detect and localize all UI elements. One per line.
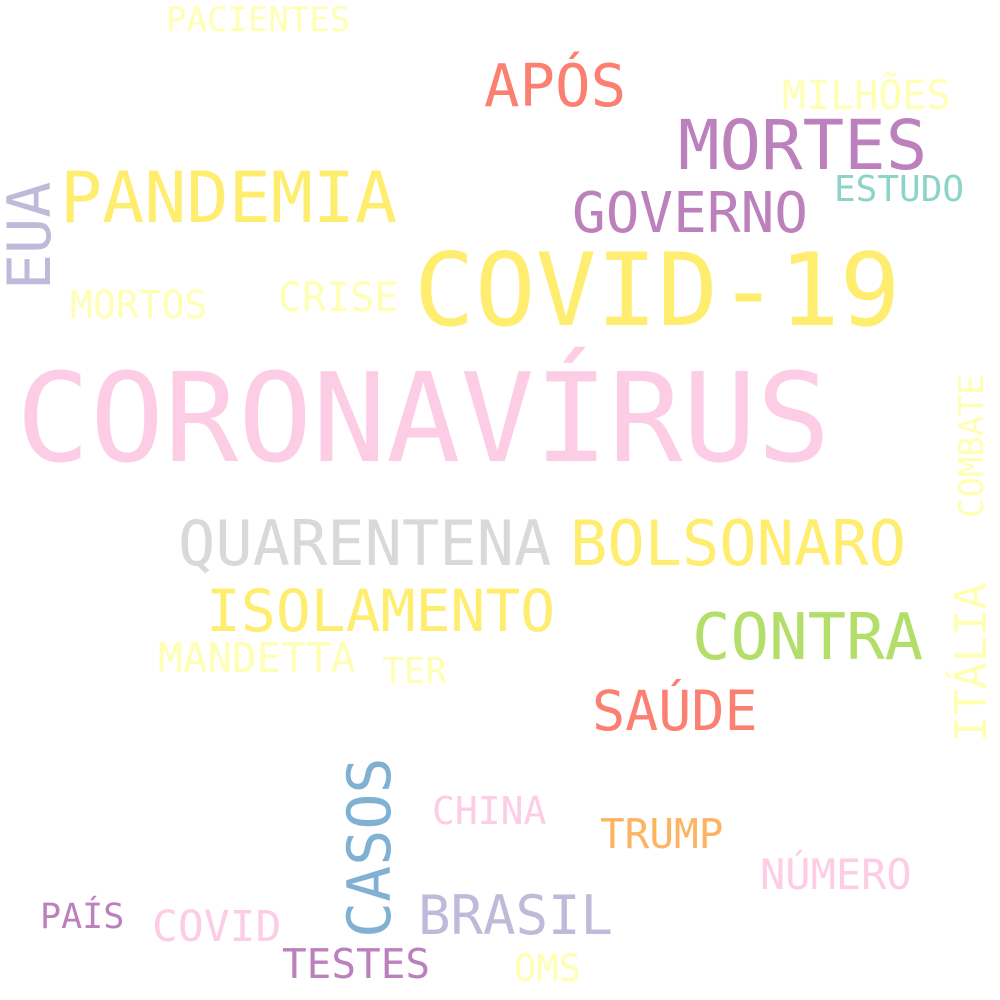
word-governo: GOVERNO <box>572 181 809 246</box>
word-pais: PAÍS <box>40 897 125 937</box>
word-contra: CONTRA <box>692 601 924 675</box>
word-testes: TESTES <box>282 940 431 988</box>
word-numero: NÚMERO <box>760 850 912 899</box>
word-pacientes: PACIENTES <box>166 0 351 40</box>
word-bolsonaro: BOLSONARO <box>570 507 906 580</box>
word-saude: SAÚDE <box>592 679 758 743</box>
word-casos: CASOS <box>335 757 405 938</box>
word-quarentena: QUARENTENA <box>178 507 552 580</box>
word-brasil: BRASIL <box>418 884 614 947</box>
word-covid: COVID <box>152 902 282 952</box>
word-milhoes: MILHÕES <box>782 73 951 119</box>
word-apos: APÓS <box>484 51 627 120</box>
word-ter: TER <box>382 651 448 692</box>
word-coronavirus: CORONAVÍRUS <box>16 348 831 491</box>
word-mandetta: MANDETTA <box>158 634 356 682</box>
word-crise: CRISE <box>278 275 399 321</box>
word-combate: COMBATE <box>952 374 992 518</box>
word-china: CHINA <box>432 789 547 833</box>
word-oms: OMS <box>514 947 581 990</box>
word-italia: ITÁLIA <box>946 583 997 742</box>
word-trump: TRUMP <box>600 810 724 858</box>
word-covid-19: COVID-19 <box>414 231 901 349</box>
word-estudo: ESTUDO <box>834 169 965 210</box>
word-isolamento: ISOLAMENTO <box>206 577 556 645</box>
word-mortos: MORTOS <box>70 283 208 327</box>
word-eua: EUA <box>0 181 65 290</box>
word-mortes: MORTES <box>678 106 928 186</box>
word-pandemia: PANDEMIA <box>60 157 398 239</box>
